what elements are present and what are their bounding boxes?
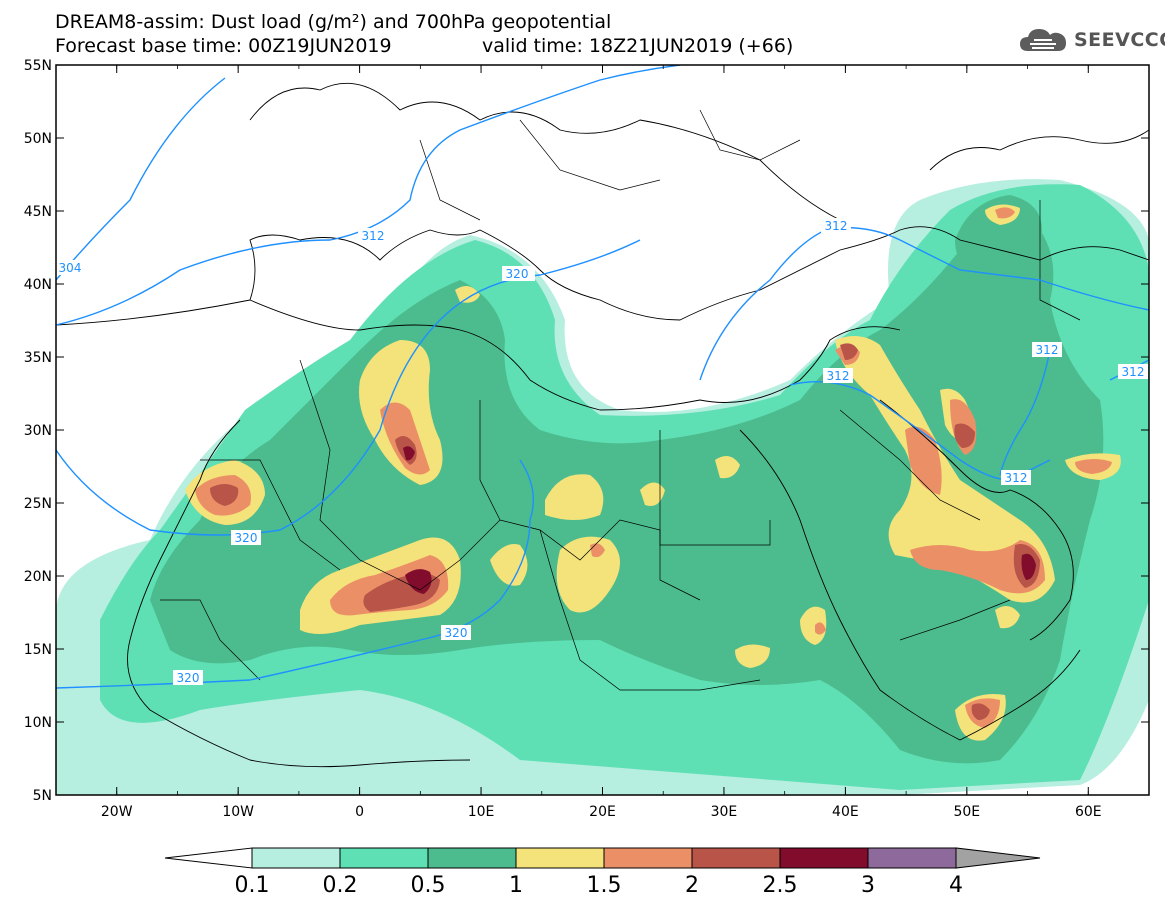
contour-label: 312 — [1118, 364, 1148, 379]
lat-label: 45N — [24, 204, 52, 220]
lat-label: 35N — [24, 350, 52, 366]
country-borders — [160, 109, 1081, 691]
contour-label-bg — [358, 228, 388, 243]
contour-label-text: 320 — [506, 267, 529, 281]
contour-label-text: 312 — [1005, 471, 1028, 485]
lon-label: 50E — [953, 804, 980, 820]
lon-label: 20E — [589, 804, 616, 820]
contour-labels: 304312320320320320320312312312312312 — [55, 218, 1148, 685]
lat-label: 10N — [24, 715, 52, 731]
lat-label: 50N — [24, 131, 52, 147]
contour-label: 320 — [231, 530, 261, 545]
contour-label-text: 312 — [362, 229, 385, 243]
lon-label: 60E — [1075, 804, 1102, 820]
colorbar-segment — [867, 847, 957, 869]
contour-label-bg — [231, 530, 261, 545]
contour-label: 312 — [1032, 342, 1062, 357]
colorbar-tick-label: 0.2 — [323, 873, 358, 898]
contour-label: 320 — [173, 670, 203, 685]
lon-label: 40E — [832, 804, 859, 820]
lat-label: 20N — [24, 569, 52, 585]
contour-label-bg — [1032, 342, 1062, 357]
contour-label-bg — [441, 625, 471, 640]
seevccc-logo: SEEVCCC — [1018, 24, 1165, 56]
colorbar-tick-label: 0.5 — [411, 873, 446, 898]
colorbar-tick-label: 2 — [685, 873, 699, 898]
contour-label-text: 312 — [825, 219, 848, 233]
contour-label: 304 — [55, 260, 85, 275]
contour-label-bg — [821, 218, 851, 233]
colorbar-tick-label: 2.5 — [763, 873, 798, 898]
contour-label-text: 320 — [235, 531, 258, 545]
colorbar-under-triangle — [164, 847, 253, 869]
contour-label-bg — [1001, 470, 1031, 485]
contour-label-bg — [1118, 364, 1148, 379]
lat-label: 40N — [24, 277, 52, 293]
lat-label: 5N — [33, 788, 52, 804]
map-title: DREAM8-assim: Dust load (g/m²) and 700hP… — [55, 11, 612, 33]
colorbar-segment — [427, 847, 517, 869]
lon-label: 30E — [711, 804, 738, 820]
lat-label: 25N — [24, 496, 52, 512]
colorbar-tick-label: 4 — [949, 873, 963, 898]
lon-label: 20W — [101, 804, 133, 820]
valid-time: valid time: 18Z21JUN2019 (+66) — [482, 35, 794, 57]
lon-label: 0 — [355, 804, 364, 820]
colorbar-segment — [691, 847, 781, 869]
colorbar-segment — [339, 847, 429, 869]
cloud-icon — [1020, 29, 1066, 51]
contour-label: 312 — [1001, 470, 1031, 485]
contour-label: 312 — [358, 228, 388, 243]
lat-label: 15N — [24, 642, 52, 658]
colorbar-tick-label: 0.1 — [235, 873, 270, 898]
colorbar-over-triangle — [955, 847, 1041, 869]
contour-label: 320 — [502, 266, 532, 281]
contour-label-text: 312 — [827, 369, 850, 383]
lat-label: 55N — [24, 58, 52, 74]
lon-label: 10E — [468, 804, 495, 820]
forecast-base-time: Forecast base time: 00Z19JUN2019 — [55, 35, 392, 57]
colorbar: 0.1 0.2 0.5 1 1.5 2 2.5 3 4 — [164, 847, 1041, 898]
contour-label: 320 — [441, 625, 471, 640]
contour-label: 312 — [821, 218, 851, 233]
contour-label-text: 312 — [1122, 365, 1145, 379]
coastlines — [56, 82, 1149, 768]
colorbar-tick-label: 3 — [861, 873, 875, 898]
colorbar-tick-label: 1.5 — [587, 873, 622, 898]
contour-label-bg — [55, 260, 85, 275]
lon-label: 10W — [222, 804, 254, 820]
contour-label-bg — [502, 266, 532, 281]
contour-label-text: 304 — [59, 261, 82, 275]
contour-label-text: 320 — [177, 671, 200, 685]
contour-label-text: 320 — [445, 626, 468, 640]
colorbar-segment — [515, 847, 605, 869]
map-axes: 55N 50N 45N 40N 35N 30N 25N 20N 15N 10N 5N 20W 10W 0 1… — [24, 58, 1150, 820]
contour-label-bg — [823, 368, 853, 383]
lat-label: 30N — [24, 423, 52, 439]
colorbar-segment — [251, 847, 341, 869]
contour-label-bg — [173, 670, 203, 685]
dust-band-2.5 — [403, 446, 1036, 594]
contour-label: 312 — [823, 368, 853, 383]
colorbar-segment — [779, 847, 869, 869]
logo-text: SEEVCCC — [1074, 29, 1165, 51]
colorbar-segment — [603, 847, 693, 869]
contour-label-text: 312 — [1036, 343, 1059, 357]
colorbar-tick-label: 1 — [509, 873, 523, 898]
dust-fields — [56, 179, 1149, 795]
